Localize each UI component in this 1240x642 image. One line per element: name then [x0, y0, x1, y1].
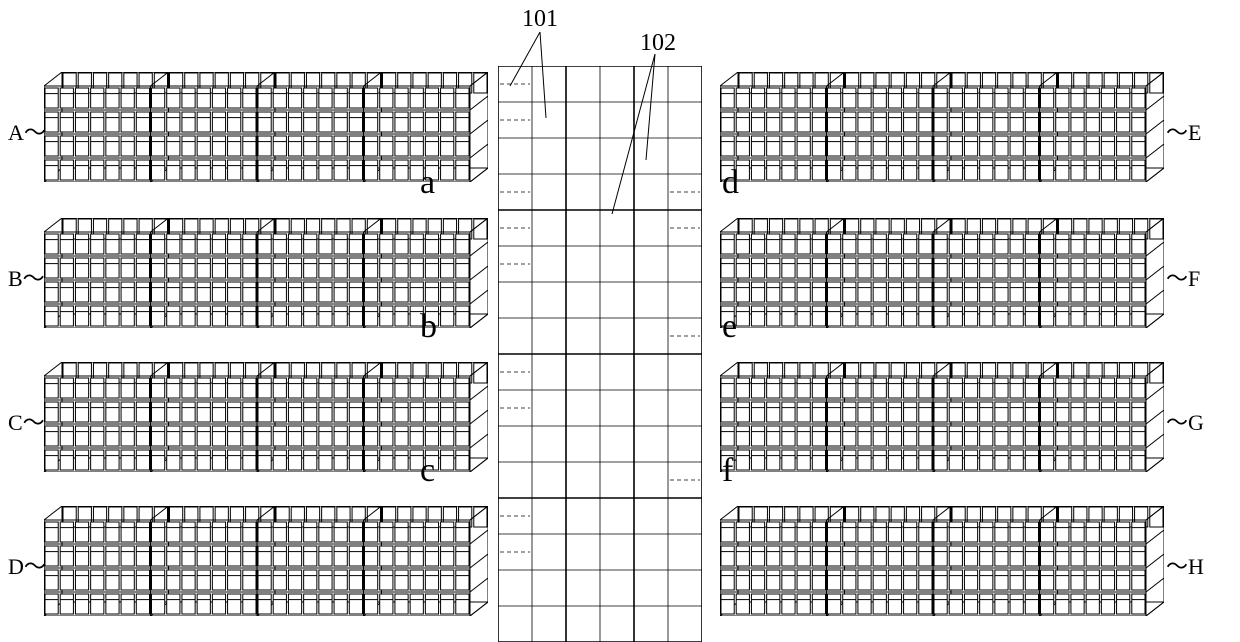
- rack-row-label: ～H: [1166, 549, 1204, 581]
- aisle-label-right: e: [722, 308, 737, 346]
- rack-row-label: A～: [8, 115, 46, 147]
- storage-rack: [44, 362, 470, 458]
- rack-row-label: B～: [8, 261, 45, 293]
- rack-row-label: ～E: [1166, 115, 1201, 147]
- aisle-label-left: a: [420, 164, 435, 202]
- aisle-label-left: c: [420, 452, 435, 490]
- storage-rack: [44, 72, 470, 168]
- ref-101-label: 101: [522, 6, 558, 33]
- ref-102-label: 102: [640, 30, 676, 57]
- rack-row-label: C～: [8, 405, 45, 437]
- storage-rack: [720, 362, 1146, 458]
- storage-rack: [44, 506, 470, 602]
- rack-row-label: D～: [8, 549, 46, 581]
- rack-row-label: ～G: [1166, 405, 1204, 437]
- aisle-label-right: f: [722, 452, 733, 490]
- storage-rack: [44, 218, 470, 314]
- storage-rack: [720, 218, 1146, 314]
- aisle-label-left: b: [420, 308, 437, 346]
- storage-rack: [720, 72, 1146, 168]
- center-aisle-grid: [498, 66, 702, 642]
- rack-row-label: ～F: [1166, 261, 1200, 293]
- aisle-label-right: d: [722, 164, 739, 202]
- storage-rack: [720, 506, 1146, 602]
